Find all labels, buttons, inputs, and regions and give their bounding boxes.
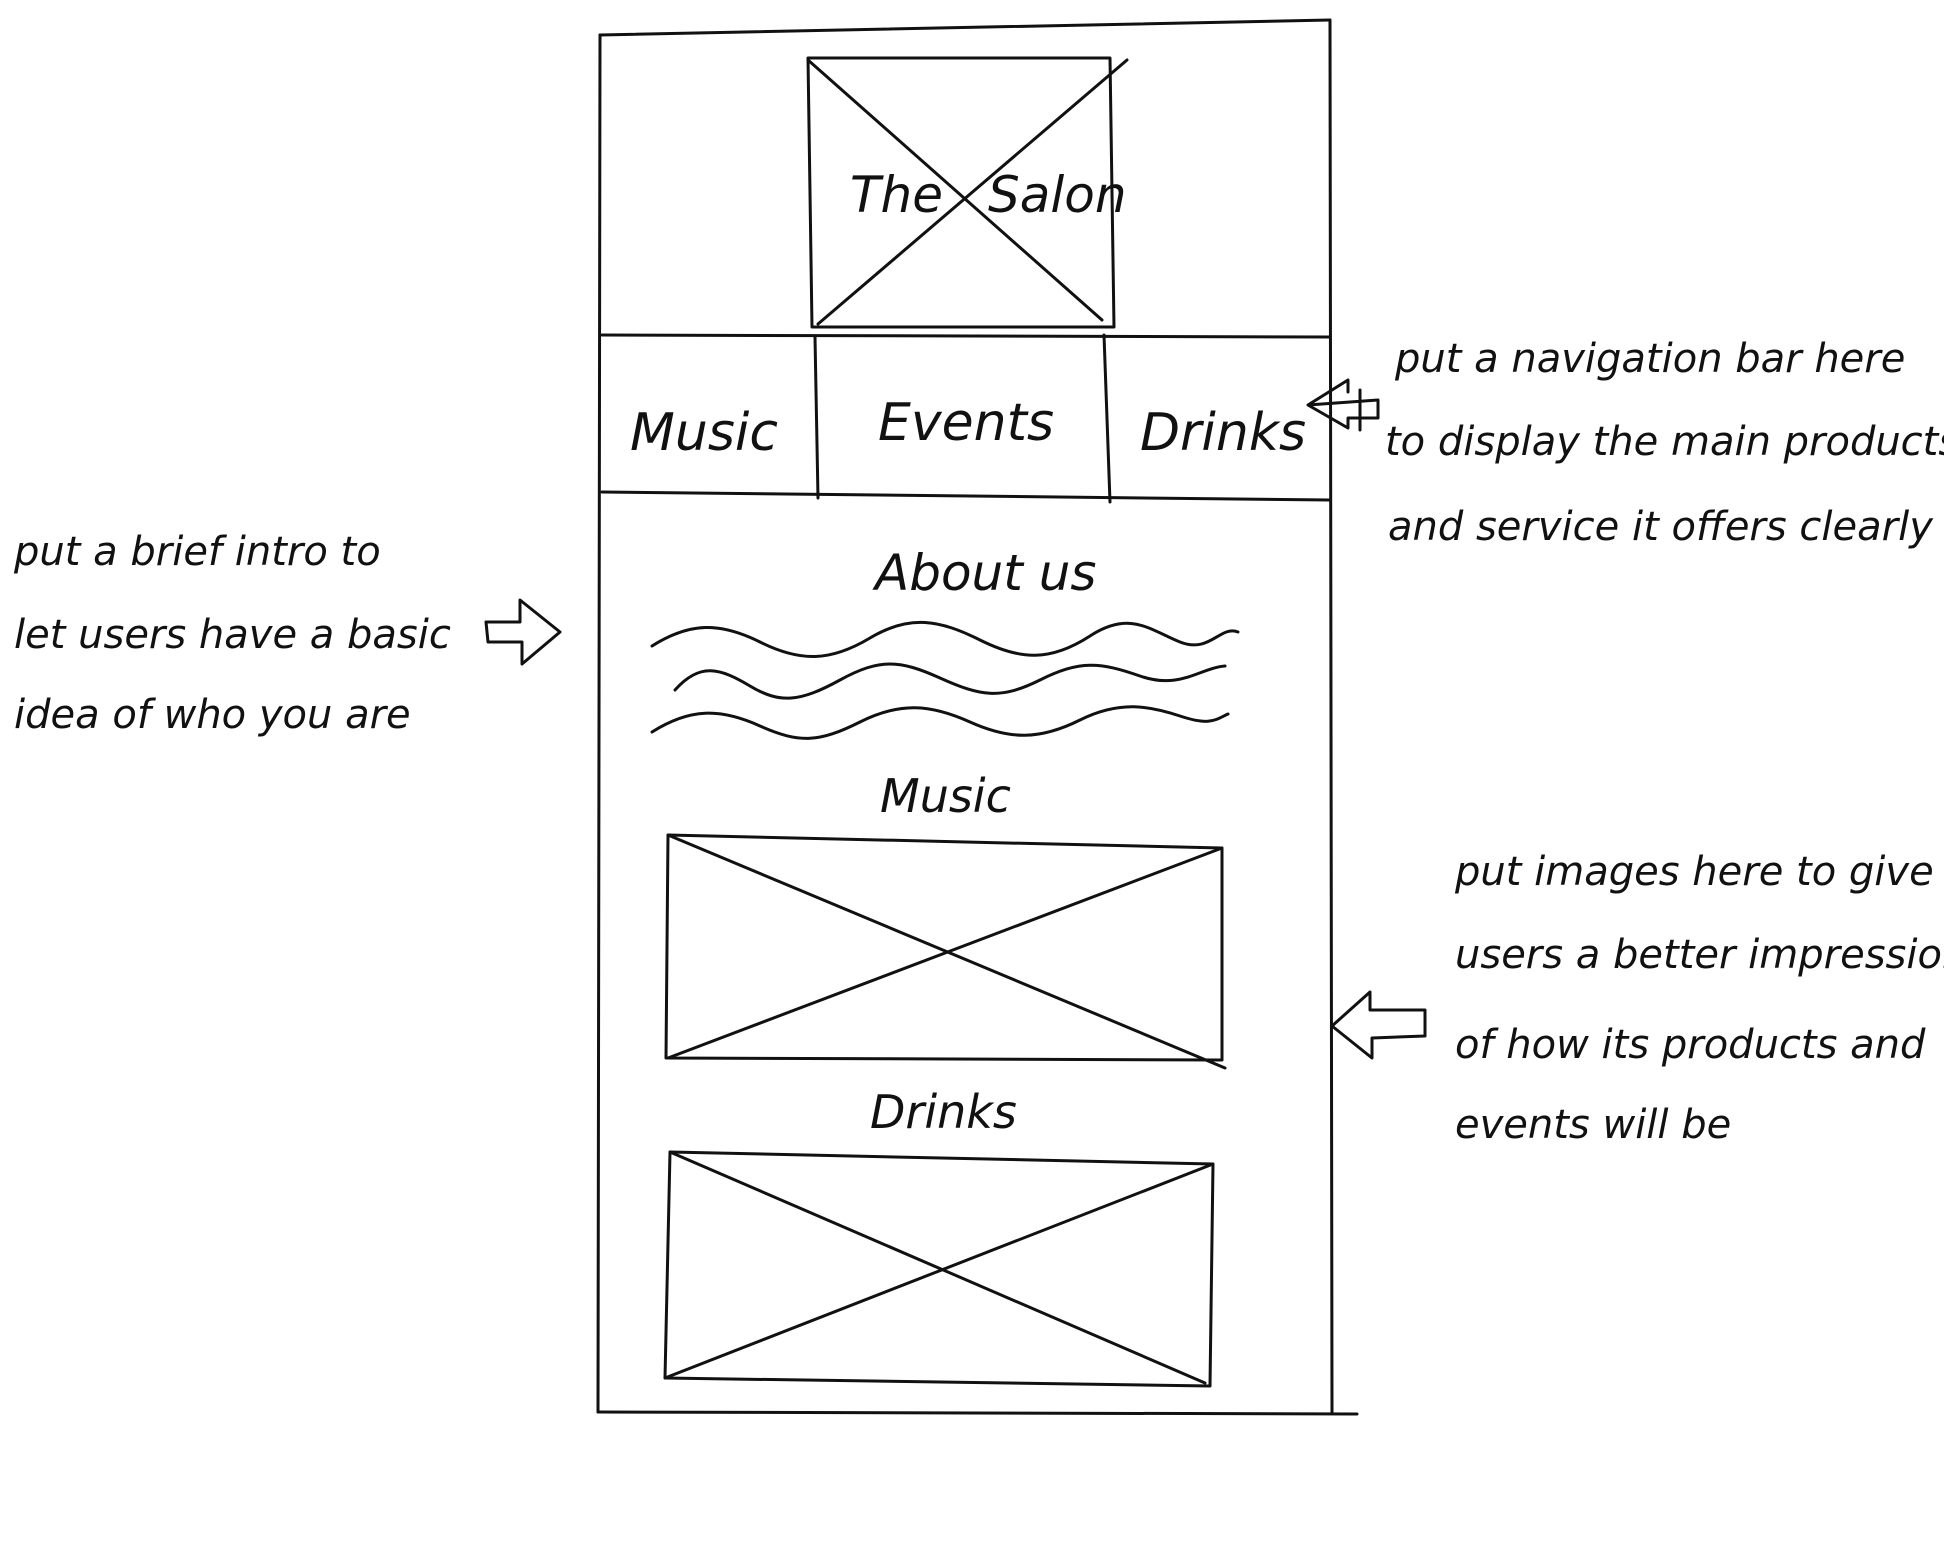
nav-arrow-icon <box>1306 378 1380 432</box>
page-frame <box>596 18 1359 1416</box>
intro-annotation-line-3: idea of who you are <box>14 692 411 738</box>
about-text-placeholder <box>650 620 1240 740</box>
images-annotation-line-3: of how its products and <box>1455 1022 1926 1068</box>
nav-item-music[interactable]: Music <box>630 403 778 463</box>
images-annotation-line-2: users a better impression <box>1455 932 1944 978</box>
images-annotation-line-4: events will be <box>1455 1102 1731 1148</box>
nav-annotation: put a navigation bar here to display the… <box>1385 336 1944 550</box>
logo-placeholder <box>806 56 1129 329</box>
intro-arrow-icon <box>484 598 562 666</box>
intro-annotation: put a brief intro to let users have a ba… <box>13 529 451 738</box>
about-heading: About us <box>872 544 1096 602</box>
nav-annotation-line-2: to display the main products <box>1385 419 1944 465</box>
images-arrow-icon <box>1330 990 1427 1060</box>
intro-annotation-line-1: put a brief intro to <box>13 529 381 575</box>
nav-item-drinks[interactable]: Drinks <box>1140 403 1306 463</box>
nav-item-events[interactable]: Events <box>878 393 1054 453</box>
music-section-heading: Music <box>880 769 1011 823</box>
music-image-placeholder <box>664 833 1227 1070</box>
intro-annotation-line-2: let users have a basic <box>14 612 451 658</box>
nav-bar <box>600 333 1332 504</box>
nav-annotation-line-3: and service it offers clearly <box>1388 504 1934 550</box>
logo-text-right: Salon <box>988 166 1127 224</box>
nav-annotation-line-1: put a navigation bar here <box>1394 336 1905 382</box>
logo-cross-line-1 <box>806 58 1104 322</box>
drinks-section-heading: Drinks <box>870 1085 1017 1139</box>
images-annotation: put images here to give users a better i… <box>1454 849 1944 1148</box>
images-annotation-line-1: put images here to give <box>1454 849 1934 895</box>
drinks-image-placeholder <box>663 1150 1215 1388</box>
logo-text-left: The <box>850 166 943 224</box>
logo-cross-line-2 <box>816 58 1129 326</box>
